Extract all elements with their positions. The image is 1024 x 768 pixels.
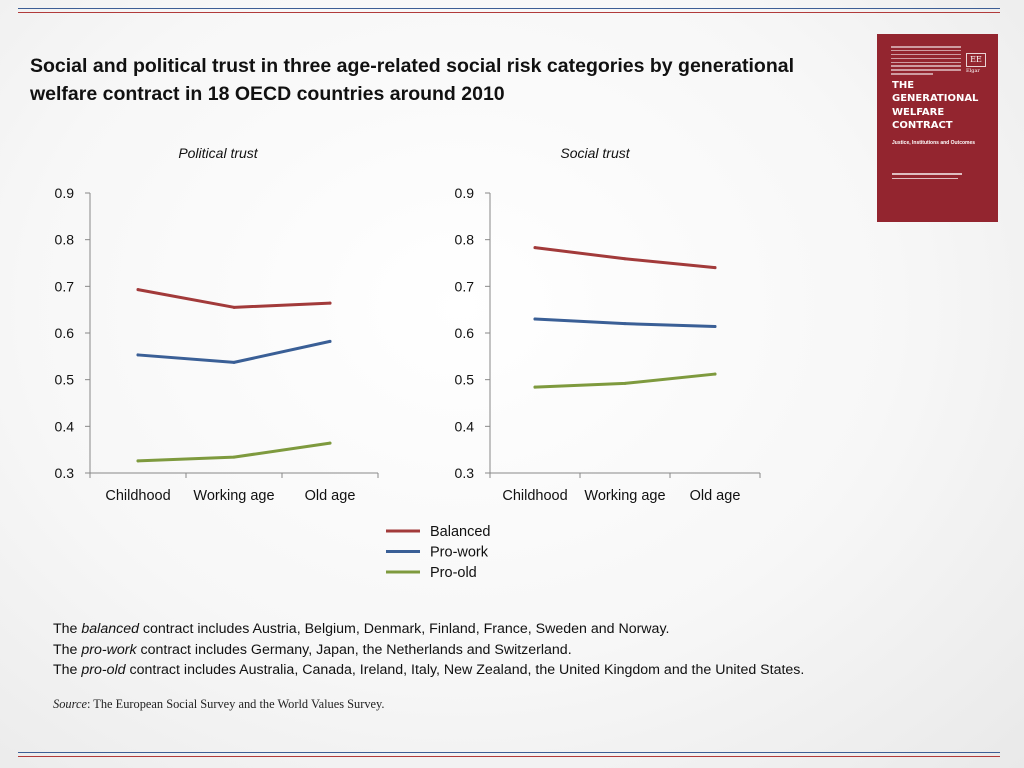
note-text: contract includes Germany, Japan, the Ne…	[136, 641, 572, 658]
y-tick-label: 0.6	[455, 325, 475, 341]
x-tick-label: Childhood	[105, 488, 170, 504]
x-tick-label: Old age	[690, 488, 741, 504]
note-pro-old: The pro-old contract includes Australia,…	[53, 660, 804, 681]
series-line-pro-old	[533, 372, 717, 389]
data-point	[623, 322, 627, 326]
data-point	[232, 305, 236, 309]
data-point	[232, 360, 236, 364]
book-authors	[892, 171, 992, 179]
y-tick-label: 0.7	[55, 278, 75, 294]
note-term: pro-work	[81, 641, 137, 658]
slide-title: Social and political trust in three age-…	[30, 55, 794, 105]
bottom-rule-blue	[18, 752, 1000, 753]
book-title-line: GENERATIONAL	[892, 93, 979, 105]
note-text: The	[53, 662, 82, 678]
note-term: balanced	[81, 621, 139, 637]
legend-label: Pro-work	[430, 545, 489, 561]
x-tick-label: Childhood	[502, 488, 567, 504]
data-point	[136, 353, 140, 357]
book-cover[interactable]: EE Elgar THE GENERATIONAL WELFARE CONTRA…	[877, 34, 998, 222]
data-point	[533, 385, 537, 389]
chart-title: Political trust	[178, 145, 258, 161]
y-tick-label: 0.8	[55, 232, 75, 248]
data-point	[328, 339, 332, 343]
y-tick-label: 0.4	[55, 418, 75, 434]
book-blurb-lines	[891, 46, 961, 77]
source-label: Source	[53, 697, 87, 711]
y-tick-label: 0.7	[455, 278, 475, 294]
x-tick-label: Working age	[584, 488, 665, 504]
source-note: Source: The European Social Survey and t…	[53, 697, 385, 712]
note-term: pro-old	[81, 662, 126, 678]
y-tick-label: 0.3	[55, 465, 75, 481]
y-tick-label: 0.4	[455, 418, 475, 434]
charts-area: Political trust 0.9 0.8 0.7 0.6 0.5 0.4 0.3 Chil…	[55, 145, 761, 581]
note-text: contract includes Austria, Belgium, Denm…	[138, 621, 670, 637]
data-point	[136, 459, 140, 463]
data-point	[136, 288, 140, 292]
y-tick-label: 0.3	[455, 465, 475, 481]
y-tick-label: 0.8	[455, 232, 475, 248]
data-point	[713, 324, 717, 328]
data-point	[623, 381, 627, 385]
book-title-line: WELFARE	[892, 106, 945, 118]
data-point	[713, 266, 717, 270]
x-tick-label: Old age	[305, 488, 356, 504]
y-tick-label: 0.9	[455, 185, 475, 201]
y-tick-label: 0.5	[55, 372, 75, 388]
data-point	[328, 301, 332, 305]
publisher-name: Elgar	[966, 68, 980, 74]
contract-notes: The balanced contract includes Austria, …	[53, 619, 804, 681]
legend-label: Balanced	[430, 524, 490, 540]
book-subtitle: Justice, Institutions and Outcomes	[892, 140, 976, 146]
data-point	[713, 372, 717, 376]
data-point	[328, 441, 332, 445]
y-tick-label: 0.5	[455, 372, 475, 388]
data-point	[232, 455, 236, 459]
note-text: The	[53, 621, 82, 637]
note-text: The	[53, 641, 82, 658]
y-tick-label: 0.6	[55, 325, 75, 341]
note-pro-work: The pro-work contract includes Germany, …	[53, 640, 804, 661]
top-rule-red	[18, 12, 1000, 13]
book-title-line: CONTRACT	[892, 119, 953, 131]
data-point	[533, 246, 537, 250]
note-text: contract includes Australia, Canada, Ire…	[125, 662, 805, 678]
bottom-rule-red	[18, 756, 1000, 757]
book-title: THE GENERATIONAL WELFARE CONTRACT	[892, 79, 992, 132]
y-tick-label: 0.9	[55, 185, 75, 201]
data-point	[533, 317, 537, 321]
chart-title: Social trust	[560, 145, 630, 161]
top-rule-blue	[18, 8, 1000, 9]
book-title-line: THE	[892, 80, 915, 91]
note-balanced: The balanced contract includes Austria, …	[53, 619, 804, 640]
legend-label: Pro-old	[430, 565, 477, 581]
publisher-logo: EE	[966, 53, 986, 67]
series-line-balanced	[136, 288, 332, 309]
x-tick-label: Working age	[193, 488, 274, 504]
series-line-pro-work	[136, 339, 332, 364]
data-point	[623, 257, 627, 261]
source-text: : The European Social Survey and the Wor…	[86, 697, 385, 711]
